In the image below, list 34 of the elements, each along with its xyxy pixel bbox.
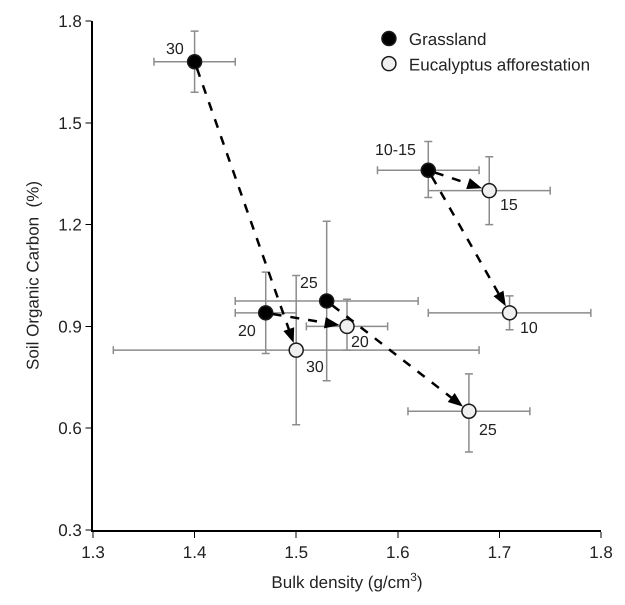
point (258, 305, 274, 321)
x-tick-label: 1.4 (182, 543, 206, 562)
annotation: 30 (166, 41, 184, 58)
point (420, 162, 436, 178)
y-tick-label: 0.3 (58, 520, 82, 540)
y-tick-label: 1.8 (58, 12, 82, 31)
y-tick-label: 1.5 (58, 114, 82, 133)
x-axis-title: Bulk density (g/cm$^{3}$) (271, 570, 423, 592)
legend-label: Eucalyptus afforestation (408, 55, 590, 74)
point (288, 342, 304, 358)
point (461, 403, 477, 419)
annotation: 10-15 (375, 142, 416, 159)
annotation: 10 (520, 320, 538, 337)
x-tick-label: 1.6 (386, 543, 410, 562)
point (186, 54, 202, 70)
x-tick-label: 1.7 (488, 543, 512, 562)
point (481, 182, 497, 198)
annotation: 25 (479, 422, 497, 439)
annotation: 20 (238, 323, 256, 340)
legend-label: Grassland (408, 30, 486, 50)
point (502, 305, 518, 321)
annotation: 20 (351, 334, 369, 351)
annotation: 25 (300, 275, 318, 292)
annotation: 30 (306, 359, 324, 376)
point (339, 318, 355, 334)
x-tick-label: 1.5 (284, 543, 308, 562)
x-tick-label: 1.8 (589, 543, 613, 562)
y-tick-label: 1.2 (58, 216, 82, 235)
point (318, 293, 334, 309)
x-tick-label: 1.3 (81, 543, 105, 562)
y-tick-label: 0.9 (58, 317, 82, 336)
annotation: 15 (500, 197, 518, 214)
y-tick-label: 0.6 (58, 419, 82, 438)
y-axis-title: Soil Organic Carbon (%) (23, 181, 42, 370)
